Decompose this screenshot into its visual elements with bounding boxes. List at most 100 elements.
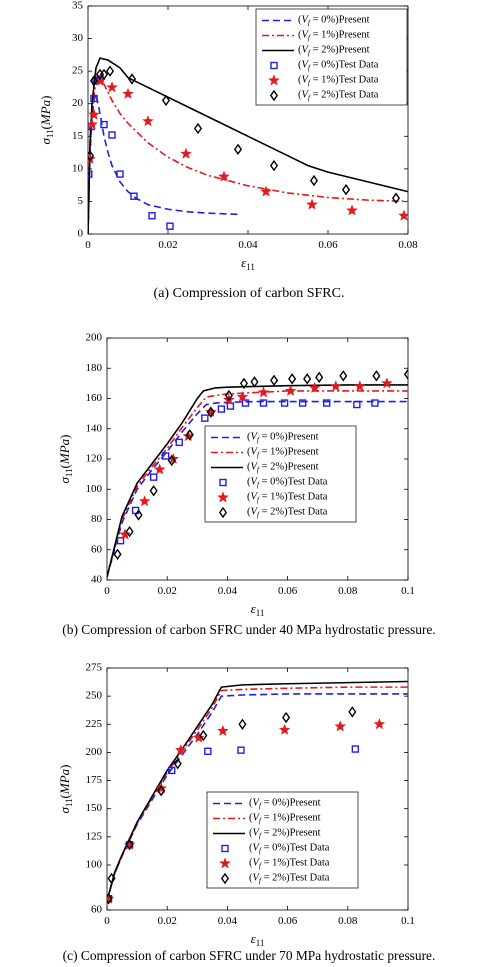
legend-label: (Vf = 1%)Present <box>249 813 321 825</box>
data-point <box>149 485 158 497</box>
y-axis-label: σ11(MPa) <box>57 764 74 813</box>
data-point <box>216 724 229 737</box>
x-tick-label: 0.08 <box>398 239 418 251</box>
data-point <box>284 384 297 396</box>
data-point <box>269 159 279 172</box>
legend-swatch-marker <box>268 74 280 86</box>
data-point <box>142 115 154 127</box>
legend-swatch-marker <box>218 506 228 519</box>
y-tick-label: 10 <box>72 162 84 174</box>
data-point <box>391 192 401 204</box>
x-tick-label: 0.04 <box>218 915 238 927</box>
series-line-1 <box>107 390 408 578</box>
x-tick-label: 0.1 <box>401 915 415 927</box>
data-point <box>193 122 203 135</box>
data-point <box>175 438 183 447</box>
data-point <box>173 757 182 770</box>
legend-label: (Vf = 2%)Present <box>247 462 319 474</box>
data-point <box>149 473 158 481</box>
y-tick-label: 125 <box>86 830 103 842</box>
x-tick-label: 0 <box>85 239 91 251</box>
x-axis-label: ε11 <box>251 931 265 948</box>
data-point <box>106 81 118 93</box>
data-point <box>218 170 230 182</box>
data-point <box>351 745 360 753</box>
data-point <box>323 399 331 407</box>
data-point <box>315 371 324 384</box>
data-point <box>371 399 379 407</box>
y-tick-label: 180 <box>86 362 103 374</box>
legend-swatch-marker <box>221 844 229 853</box>
data-point <box>107 893 113 905</box>
y-tick-label: 25 <box>72 65 84 77</box>
x-tick-label: 0.06 <box>318 239 338 251</box>
data-point <box>185 429 194 441</box>
x-tick-label: 0 <box>104 915 110 927</box>
data-point <box>99 68 109 81</box>
data-point <box>134 509 143 521</box>
series-line-0 <box>107 693 408 902</box>
data-point <box>138 495 151 507</box>
data-point <box>148 212 156 220</box>
legend-frame <box>204 425 357 523</box>
data-point <box>226 402 235 410</box>
legend-swatch-marker <box>219 478 227 487</box>
data-point <box>153 463 166 475</box>
data-point <box>127 73 137 85</box>
data-point <box>199 729 208 742</box>
plot-area-frame <box>106 667 409 911</box>
x-tick-label: 0.1 <box>401 585 415 597</box>
legend-frame <box>206 791 359 889</box>
y-tick-label: 200 <box>86 746 103 758</box>
data-point <box>168 766 176 775</box>
data-point <box>269 374 279 387</box>
data-point <box>166 222 174 230</box>
data-point <box>119 528 131 540</box>
data-point <box>282 711 291 724</box>
y-tick-label: 100 <box>86 859 103 871</box>
legend-label: (Vf = 1%)Present <box>247 447 319 459</box>
caption-b: (b) Compression of carbon SFRC under 40 … <box>62 622 436 637</box>
data-point <box>233 143 243 156</box>
x-tick-label: 0 <box>104 585 110 597</box>
x-tick-label: 0.06 <box>278 585 298 597</box>
data-layer <box>107 680 408 905</box>
data-point <box>192 731 205 743</box>
y-tick-label: 275 <box>86 662 103 674</box>
legend: (Vf = 0%)Present (Vf = 1%)Present (Vf = 2%… <box>206 791 359 889</box>
data-point <box>372 370 381 382</box>
data-point <box>257 386 270 398</box>
data-point <box>88 170 93 178</box>
data-point <box>278 723 291 735</box>
data-point <box>88 150 95 162</box>
y-tick-label: 35 <box>72 0 84 12</box>
legend-label: (Vf = 0%)Test Data <box>249 843 330 855</box>
data-point <box>303 373 312 385</box>
series-line-0 <box>88 93 241 234</box>
legend-swatch-marker <box>220 872 230 885</box>
data-point <box>88 118 98 130</box>
data-point <box>280 399 289 407</box>
x-tick-label: 0.04 <box>218 585 238 597</box>
legend: (Vf = 0%)Present (Vf = 1%)Present (Vf = 2%… <box>255 8 408 106</box>
series-line-1 <box>88 76 408 234</box>
data-point <box>309 174 319 187</box>
data-point <box>238 718 247 730</box>
data-point <box>201 414 209 422</box>
data-point <box>130 192 138 200</box>
y-tick-label: 175 <box>86 774 103 786</box>
x-axis-label: ε11 <box>241 255 255 272</box>
legend-label: (Vf = 2%)Test Data <box>249 873 330 885</box>
y-tick-label: 140 <box>86 422 103 434</box>
data-point <box>89 75 99 87</box>
data-point <box>334 720 347 732</box>
data-point <box>157 784 166 797</box>
y-tick-label: 5 <box>78 195 84 207</box>
data-point <box>403 368 408 381</box>
legend-label: (Vf = 0%)Present <box>298 15 370 27</box>
legend-label: (Vf = 0%)Test Data <box>247 477 328 489</box>
data-point <box>204 405 217 418</box>
data-point <box>180 147 192 159</box>
data-point <box>90 94 98 103</box>
y-tick-label: 225 <box>86 718 103 730</box>
